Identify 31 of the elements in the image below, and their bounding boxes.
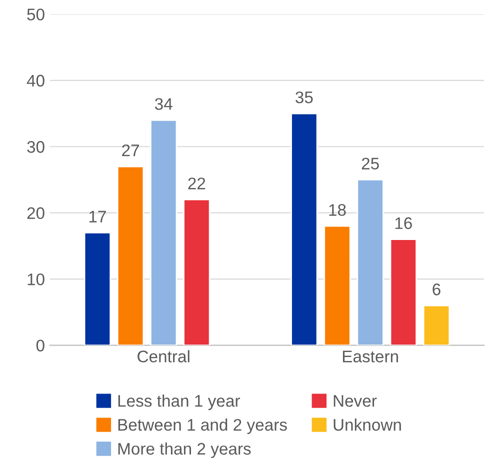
- bar: [390, 238, 417, 346]
- data-label: 17: [89, 210, 106, 222]
- y-tick-label: 20: [27, 207, 44, 220]
- y-tick-label: 30: [27, 141, 44, 153]
- legend-label: Less than 1 year: [118, 394, 240, 410]
- bar: [356, 179, 384, 346]
- bar: [290, 112, 318, 346]
- y-tick-label: 40: [26, 74, 44, 87]
- data-label: 27: [122, 144, 139, 156]
- bar: [84, 232, 112, 346]
- bar: [183, 198, 210, 346]
- y-tick-label: 50: [27, 8, 44, 20]
- data-label: 6: [432, 284, 440, 296]
- bar: [150, 119, 178, 346]
- legend-label: Never: [334, 395, 377, 407]
- bar: [422, 304, 450, 346]
- y-tick-label: 0: [36, 340, 44, 352]
- y-tick-label: 10: [28, 273, 44, 286]
- data-label: 34: [154, 98, 172, 110]
- legend-label: More than 2 years: [118, 442, 251, 458]
- data-label: 35: [296, 91, 313, 104]
- x-tick-label: Eastern: [342, 350, 398, 362]
- bar: [324, 225, 351, 346]
- data-label: 25: [362, 158, 379, 170]
- data-label: 22: [188, 178, 206, 190]
- legend-label: Between 1 and 2 years: [118, 418, 287, 434]
- bar: [116, 166, 144, 346]
- legend-label: Unknown: [334, 418, 401, 431]
- data-label: 16: [395, 217, 412, 230]
- x-tick-label: Central: [138, 350, 190, 362]
- data-label: 18: [329, 204, 346, 216]
